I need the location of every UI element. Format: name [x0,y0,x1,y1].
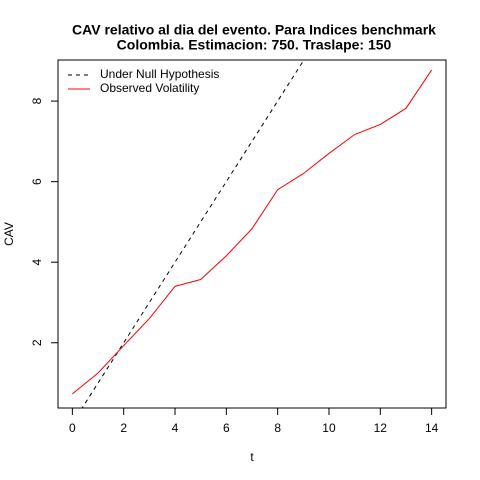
x-tick-label: 8 [274,421,281,435]
x-tick-label: 6 [223,421,230,435]
chart-title: CAV relativo al dia del evento. Para Ind… [72,22,436,38]
x-tick-label: 2 [120,421,127,435]
plot-frame [57,59,447,409]
x-tick-label: 12 [374,421,388,435]
x-tick-label: 14 [425,421,439,435]
y-tick-label: 2 [30,339,44,346]
y-tick-label: 6 [30,178,44,185]
legend-label: Under Null Hypothesis [100,67,219,81]
x-tick-label: 4 [172,421,179,435]
chart-title: Colombia. Estimacion: 750. Traslape: 150 [117,37,392,53]
x-tick-label: 0 [69,421,76,435]
y-axis-label: CAV [2,222,16,246]
data-line [81,60,305,408]
legend-label: Observed Volatility [100,81,199,95]
x-axis-label: t [250,450,254,464]
x-tick-label: 10 [322,421,336,435]
y-tick-label: 8 [30,97,44,104]
y-tick-label: 4 [30,259,44,266]
data-line [72,69,433,395]
